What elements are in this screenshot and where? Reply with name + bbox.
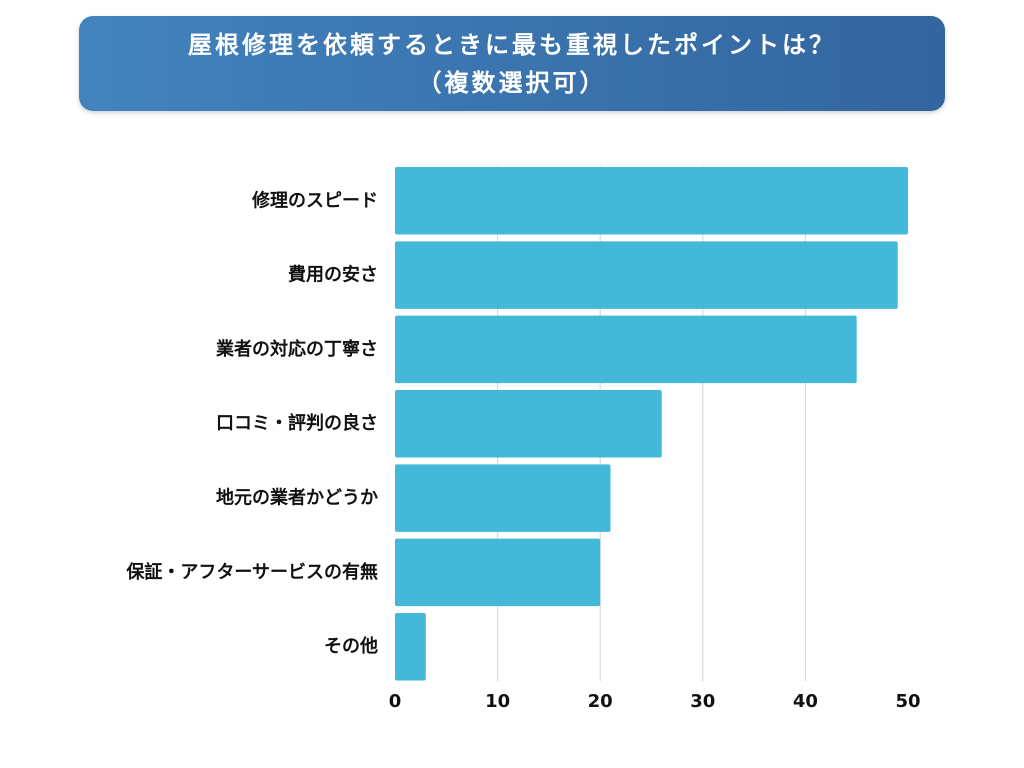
category-label: その他 xyxy=(324,635,378,657)
bar xyxy=(395,167,908,235)
bar xyxy=(395,612,426,681)
x-tick-label: 40 xyxy=(793,691,818,712)
category-label: 費用の安さ xyxy=(288,264,378,286)
x-tick-label: 10 xyxy=(485,691,510,712)
bar xyxy=(395,538,601,607)
x-tick-label: 0 xyxy=(389,691,402,712)
category-label: 業者の対応の丁寧さ xyxy=(215,338,378,360)
category-label: 地元の業者かどうか xyxy=(216,487,378,509)
bar xyxy=(395,315,857,384)
chart-title: 屋根修理を依頼するときに最も重視したポイントは？ xyxy=(188,30,836,59)
category-label: 保証・アフターサービスの有無 xyxy=(125,561,378,583)
x-tick-label: 50 xyxy=(895,691,920,712)
bar xyxy=(395,241,898,309)
category-label: 修理のスピード xyxy=(251,189,378,211)
category-label: 口コミ・評判の良さ xyxy=(216,412,378,434)
x-tick-label: 20 xyxy=(588,691,613,712)
title-banner: 屋根修理を依頼するときに最も重視したポイントは？ （複数選択可） xyxy=(79,16,945,111)
chart-subtitle: （複数選択可） xyxy=(417,68,607,97)
bar xyxy=(395,389,662,458)
x-tick-label: 30 xyxy=(690,691,715,712)
bar xyxy=(395,464,611,532)
